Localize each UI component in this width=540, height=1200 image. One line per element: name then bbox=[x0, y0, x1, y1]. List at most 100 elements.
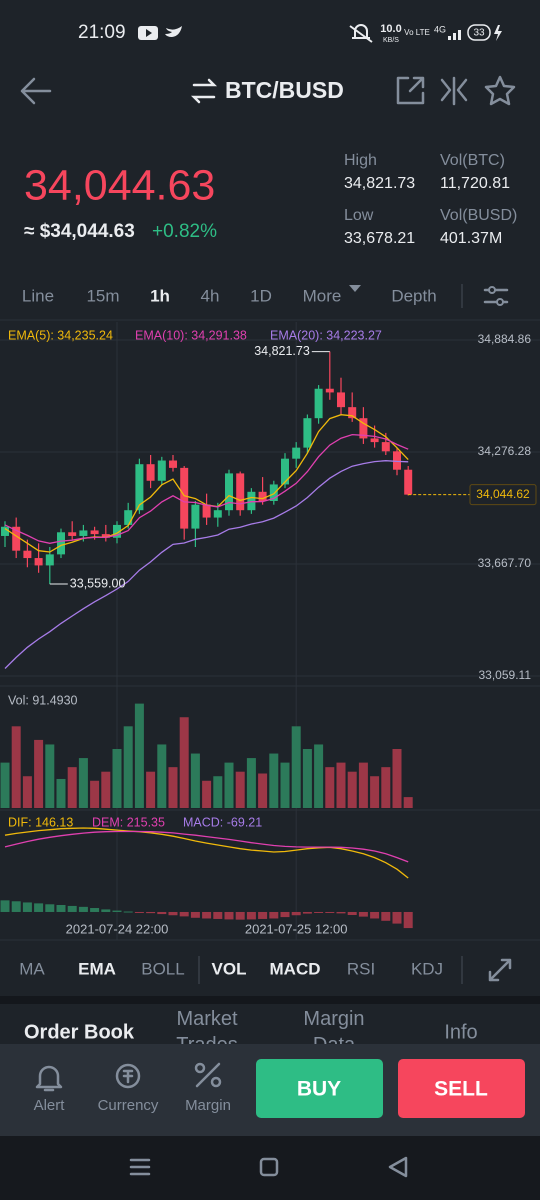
stat-label: Vol(BUSD) bbox=[440, 207, 517, 224]
macd-bar bbox=[258, 911, 268, 919]
stat-value: 34,821.73 bbox=[344, 175, 415, 192]
battery-icon bbox=[467, 24, 491, 41]
indicator-tab[interactable]: RSI bbox=[347, 959, 375, 978]
stat-value: 33,678.21 bbox=[344, 230, 415, 247]
macd-legend: DIF: 146.13 bbox=[8, 815, 73, 829]
candle-body bbox=[45, 554, 54, 566]
mute-icon bbox=[349, 24, 373, 43]
nav-menu[interactable] bbox=[129, 1158, 151, 1176]
interval-tab[interactable]: 1h bbox=[150, 286, 170, 305]
stat-label: Vol(BTC) bbox=[440, 152, 505, 169]
volume-bar bbox=[258, 773, 268, 808]
indicator-tab[interactable]: BOLL bbox=[141, 959, 184, 978]
favorite-star[interactable] bbox=[484, 75, 516, 106]
interval-tab[interactable]: Depth bbox=[391, 286, 436, 305]
volume-bar bbox=[179, 717, 189, 808]
section-tab[interactable]: Order Book bbox=[24, 1021, 135, 1043]
alert-icon[interactable] bbox=[35, 1065, 63, 1092]
sell-button[interactable] bbox=[398, 1059, 525, 1118]
macd-bar bbox=[146, 911, 156, 914]
ema-line bbox=[4, 460, 409, 669]
volume-bar bbox=[269, 753, 279, 808]
indicator-tab[interactable]: VOL bbox=[212, 959, 247, 978]
nav-home[interactable] bbox=[259, 1157, 279, 1177]
macd-bar bbox=[11, 901, 21, 912]
bottom-item[interactable]: Alert bbox=[34, 1097, 66, 1114]
interval-tab[interactable]: Line bbox=[22, 286, 54, 305]
macd-bar bbox=[123, 911, 133, 913]
macd-bar bbox=[403, 911, 413, 929]
candle-body bbox=[191, 504, 200, 529]
currency-icon[interactable] bbox=[115, 1063, 141, 1089]
candle-body bbox=[370, 438, 379, 443]
volume-bar bbox=[314, 744, 324, 808]
nav-back[interactable] bbox=[388, 1156, 408, 1178]
volume-bar bbox=[11, 726, 21, 808]
buy-label[interactable]: BUY bbox=[297, 1078, 341, 1101]
volume-bar bbox=[190, 753, 200, 808]
interval-tab[interactable]: 1D bbox=[250, 286, 272, 305]
candle-body bbox=[236, 473, 245, 511]
macd-bar bbox=[67, 905, 77, 912]
bottom-item[interactable]: Currency bbox=[98, 1097, 159, 1114]
buy-button[interactable] bbox=[256, 1059, 383, 1118]
interval-tab[interactable]: 4h bbox=[201, 286, 220, 305]
volume-bar bbox=[146, 771, 156, 808]
macd-bar bbox=[381, 911, 391, 921]
volume-bar bbox=[392, 749, 402, 808]
candle-body bbox=[381, 442, 390, 452]
compare-icon[interactable] bbox=[440, 76, 468, 106]
macd-bar bbox=[190, 911, 200, 918]
macd-bar bbox=[112, 910, 122, 912]
sell-label[interactable]: SELL bbox=[434, 1078, 488, 1101]
y-tick-label: 33,667.70 bbox=[478, 556, 532, 570]
chart: 34,884.86 34,276.28 33,667.70 33,059.11 2021… bbox=[0, 322, 540, 940]
battery-level: 33 bbox=[473, 28, 485, 39]
macd-bar bbox=[370, 911, 380, 919]
more-caret bbox=[349, 285, 361, 292]
margin-icon[interactable] bbox=[194, 1062, 222, 1088]
last-price-box bbox=[469, 484, 537, 506]
candle-body bbox=[337, 392, 345, 408]
stat-value: 401.37M bbox=[440, 230, 502, 247]
pair-title[interactable]: BTC/BUSD bbox=[225, 77, 344, 103]
ema-line bbox=[4, 433, 409, 544]
volume-bar bbox=[358, 762, 368, 808]
volume-bar bbox=[67, 767, 77, 808]
volume-bar bbox=[336, 762, 346, 808]
section-tab[interactable]: Info bbox=[444, 1021, 477, 1043]
macd-line bbox=[4, 830, 409, 863]
macd-bar bbox=[22, 902, 32, 912]
candle-body bbox=[68, 532, 77, 536]
macd-bar bbox=[34, 903, 44, 912]
macd-bar bbox=[246, 911, 256, 920]
swap-icon[interactable] bbox=[190, 78, 218, 104]
bottom-item[interactable]: Margin bbox=[185, 1097, 231, 1114]
open-external[interactable] bbox=[396, 76, 425, 105]
fullscreen-icon[interactable] bbox=[488, 958, 512, 982]
ema-legend: EMA(5): 34,235.24 bbox=[8, 328, 113, 342]
indicator-tab[interactable]: EMA bbox=[78, 959, 116, 978]
macd-bar bbox=[314, 911, 324, 913]
low-marker: 33,559.00 bbox=[70, 576, 126, 590]
macd-bar bbox=[347, 911, 357, 915]
stat-label: Low bbox=[344, 207, 374, 224]
indicator-tab[interactable]: MACD bbox=[270, 959, 321, 978]
indicator-tab[interactable]: KDJ bbox=[411, 959, 443, 978]
volume-bar bbox=[56, 778, 66, 808]
candle-body bbox=[258, 491, 267, 502]
macd-bar bbox=[358, 911, 368, 917]
candle-body bbox=[90, 530, 99, 535]
x-tick-label: 2021-07-25 12:00 bbox=[245, 921, 348, 936]
back-button[interactable] bbox=[20, 77, 52, 105]
indicator-tab[interactable]: MA bbox=[19, 959, 45, 978]
price-change: +0.82% bbox=[152, 221, 217, 242]
interval-tab[interactable]: More bbox=[303, 286, 342, 305]
interval-tab[interactable]: 15m bbox=[86, 286, 119, 305]
last-price: 34,044.63 bbox=[24, 161, 215, 209]
ema-legend: EMA(10): 34,291.38 bbox=[135, 328, 247, 342]
macd-bar bbox=[179, 911, 189, 917]
volume-bar bbox=[78, 758, 88, 808]
volume-bar bbox=[101, 771, 111, 808]
